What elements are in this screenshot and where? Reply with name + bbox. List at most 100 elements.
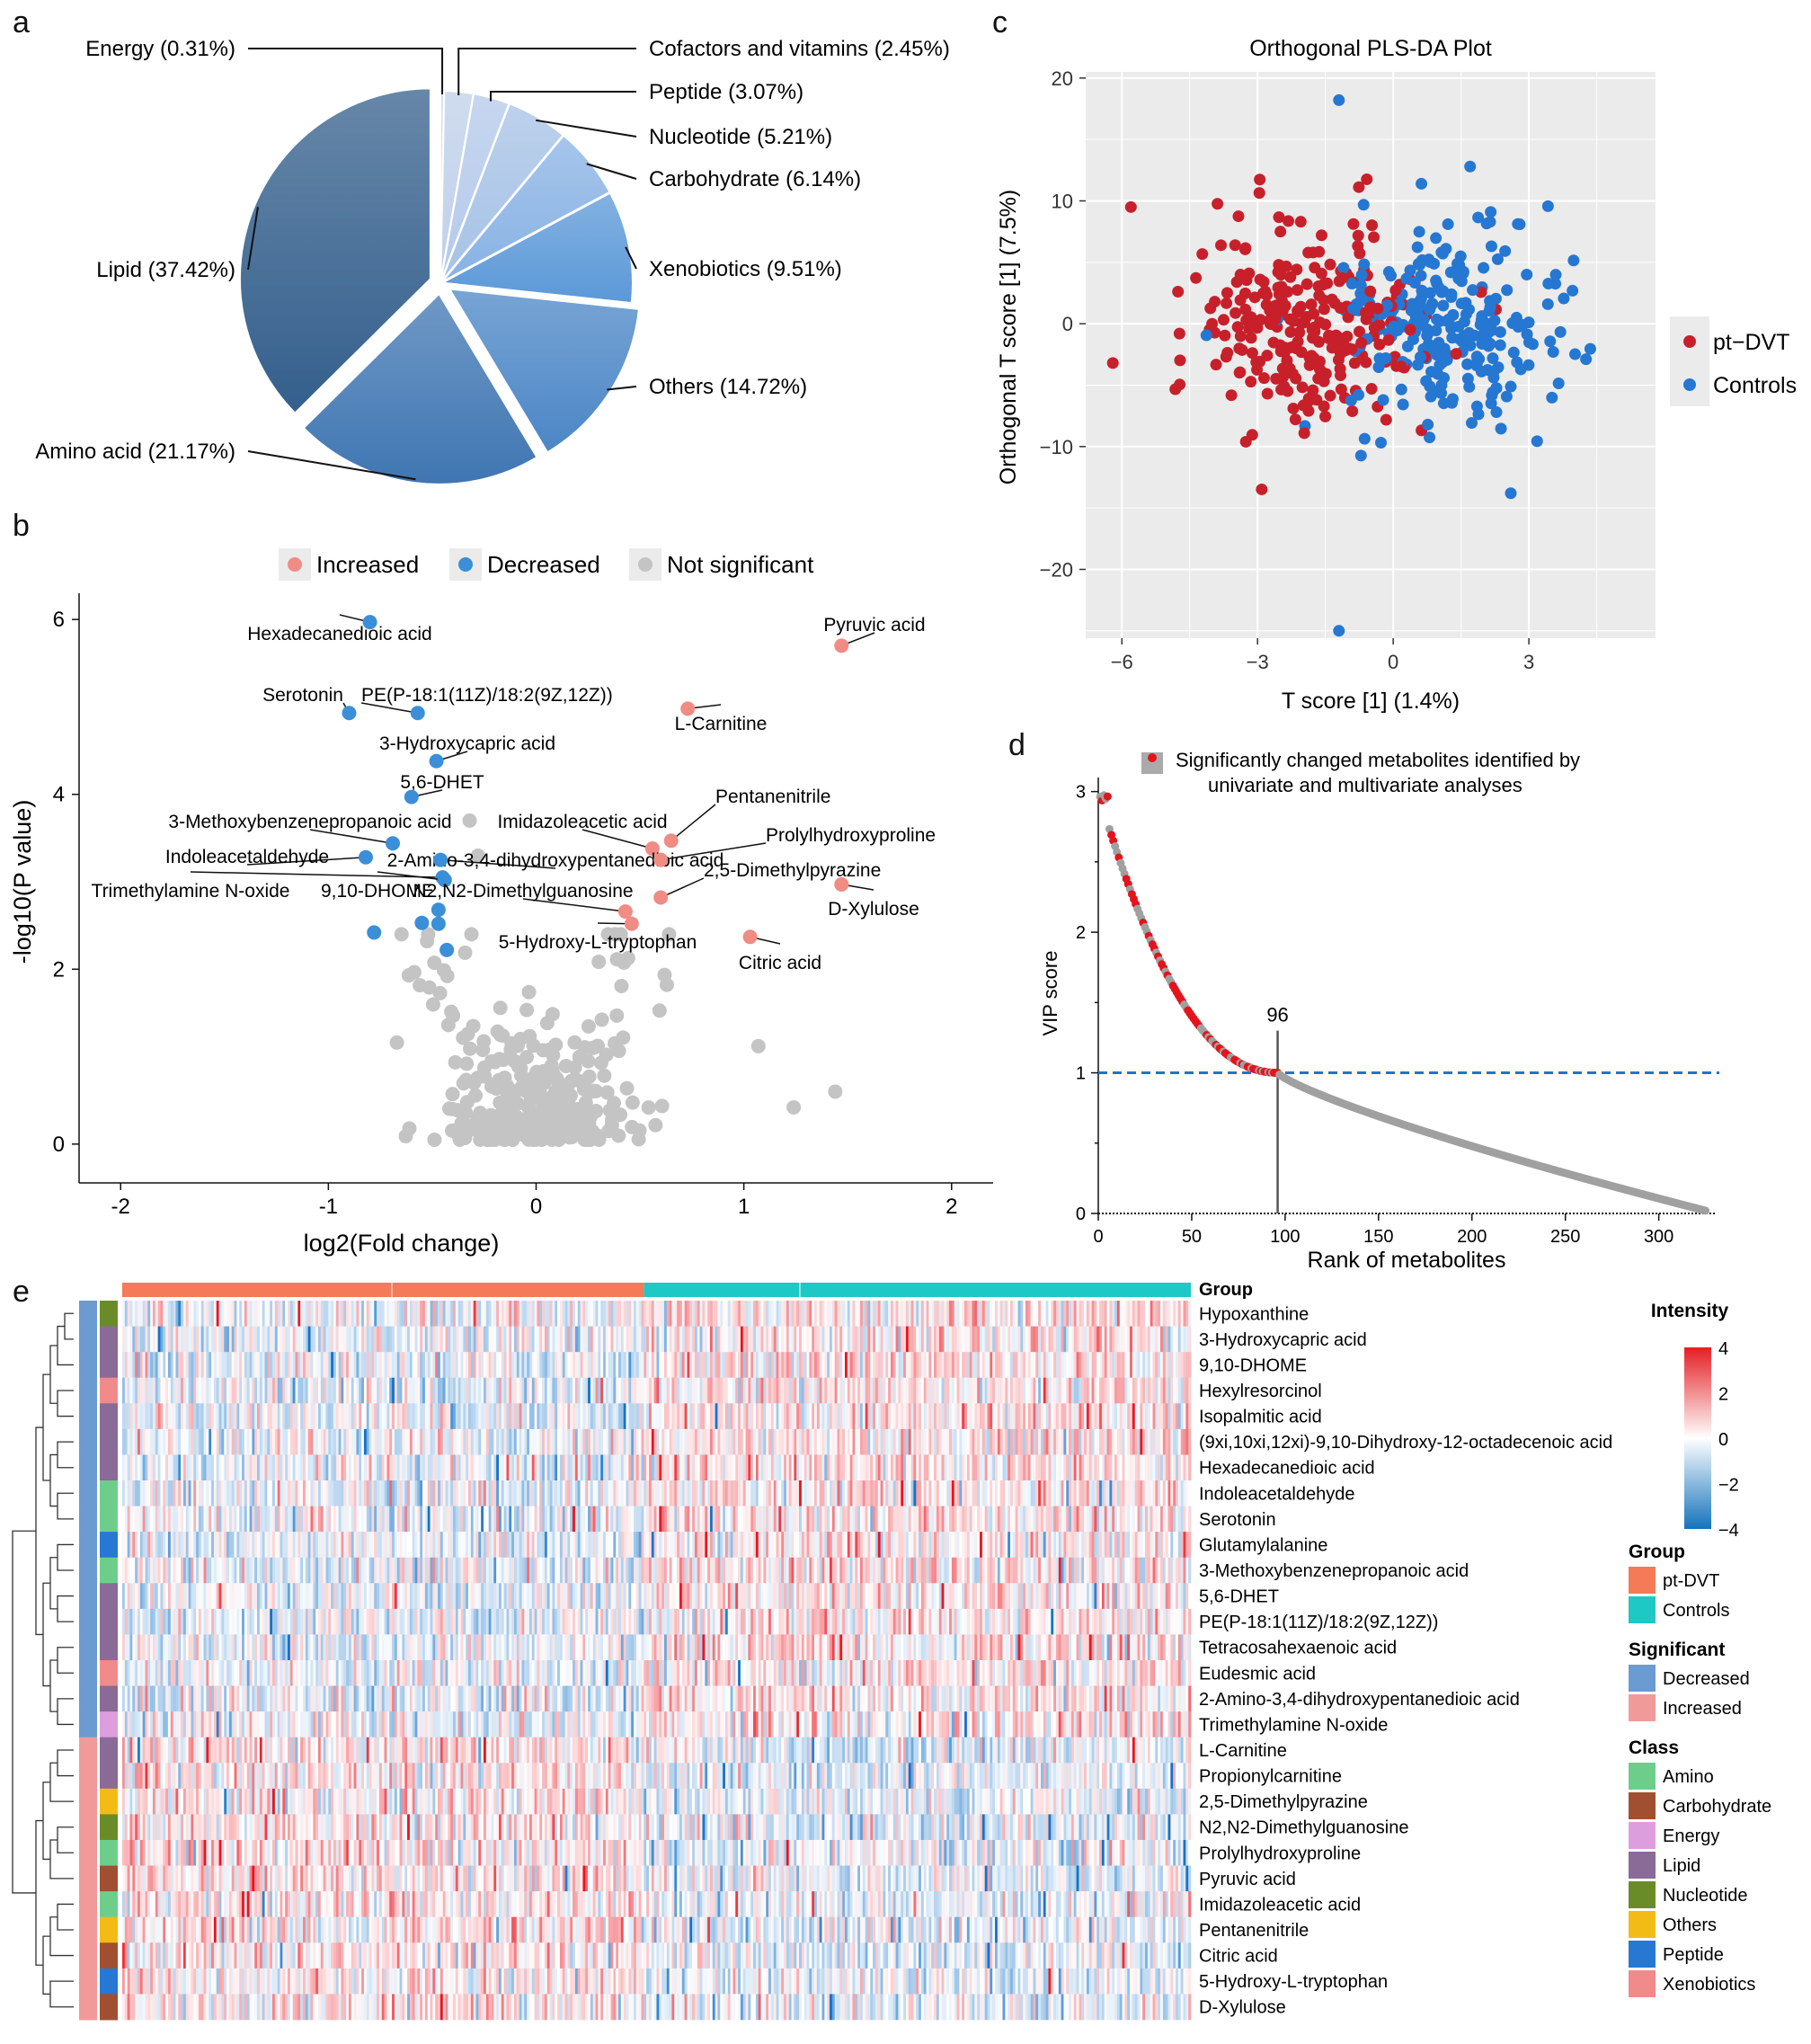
heatmap-cell [821, 1480, 825, 1506]
heatmap-cell [788, 1326, 792, 1353]
heatmap-cell [127, 1377, 130, 1404]
heatmap-cell [1188, 1480, 1192, 1506]
heatmap-cell [618, 1454, 622, 1481]
heatmap-cell [1122, 1403, 1125, 1430]
heatmap-cell [595, 1454, 599, 1481]
heatmap-cell [442, 1480, 446, 1506]
heatmap-cell [859, 1454, 864, 1481]
heatmap-cell [531, 1301, 535, 1327]
heatmap-cell [610, 1454, 614, 1481]
heatmap-cell [646, 1301, 650, 1327]
score-point [1210, 359, 1222, 371]
heatmap-cell [488, 1352, 492, 1379]
heatmap-cell [1170, 1403, 1174, 1430]
heatmap-cell [549, 1403, 553, 1430]
heatmap-cell [745, 1480, 749, 1506]
heatmap-cell [613, 1480, 617, 1506]
heatmap-cell [936, 1454, 940, 1481]
heatmap-cell [1140, 1352, 1143, 1379]
heatmap-cell [981, 1454, 985, 1481]
heatmap-cell [137, 1480, 141, 1506]
heatmap-cell [926, 1454, 929, 1481]
x-tick-label: 150 [1363, 1227, 1393, 1247]
score-point [1445, 322, 1458, 334]
heatmap-cell [209, 1326, 212, 1353]
heatmap-cell [544, 1352, 548, 1379]
heatmap-cell [315, 1403, 319, 1430]
heatmap-cell [936, 1352, 940, 1379]
heatmap-cell [776, 1326, 779, 1353]
heatmap-cell [389, 1428, 393, 1455]
heatmap-cell [399, 1506, 403, 1533]
heatmap-cell [874, 1352, 879, 1379]
heatmap-cell [784, 1480, 787, 1506]
heatmap-cell [1012, 1454, 1016, 1481]
heatmap-cell [590, 1428, 594, 1455]
heatmap-cell [1070, 1377, 1075, 1404]
score-point [1287, 402, 1300, 414]
heatmap-cell [1084, 1480, 1087, 1506]
heatmap-cell [1130, 1326, 1133, 1353]
heatmap-cell [605, 1480, 609, 1506]
heatmap-cell [302, 1428, 306, 1455]
heatmap-cell [152, 1454, 156, 1481]
heatmap-cell [880, 1326, 883, 1353]
heatmap-cell [1147, 1352, 1151, 1379]
heatmap-row [122, 1480, 1192, 1506]
heatmap-cell [157, 1403, 161, 1430]
heatmap-cell [580, 1326, 583, 1353]
heatmap-cell [544, 1403, 548, 1430]
heatmap-cell [773, 1377, 777, 1404]
heatmap-cell [409, 1301, 413, 1327]
heatmap-cell [987, 1377, 990, 1404]
heatmap-cell [1112, 1480, 1115, 1506]
heatmap-cell [552, 1403, 555, 1430]
heatmap-cell [928, 1301, 932, 1327]
pie-leader-line [535, 119, 637, 138]
heatmap-cell [1162, 1377, 1166, 1404]
heatmap-cell [147, 1352, 151, 1379]
heatmap-cell [409, 1428, 413, 1455]
heatmap-cell [588, 1301, 591, 1327]
heatmap-cell [905, 1326, 910, 1353]
heatmap-cell [359, 1506, 362, 1533]
heatmap-cell [1140, 1428, 1143, 1455]
pie-slice-label: Energy (0.31%) [85, 37, 235, 61]
y-axis-label: Orthogonal T score [1] (7.5%) [996, 190, 1021, 484]
heatmap-cell [750, 1352, 754, 1379]
heatmap-cell [165, 1352, 169, 1379]
heatmap-cell [888, 1326, 892, 1353]
heatmap-cell [150, 1352, 154, 1379]
heatmap-cell [628, 1428, 632, 1455]
score-point [1414, 351, 1426, 363]
heatmap-cell [977, 1403, 981, 1430]
heatmap-cell [460, 1377, 464, 1404]
heatmap-cell [1112, 1377, 1115, 1404]
heatmap-cell [702, 1326, 706, 1353]
y-tick-label: 20 [1052, 67, 1073, 90]
heatmap-cell [386, 1454, 390, 1481]
heatmap-cell [990, 1480, 993, 1506]
heatmap-cell [987, 1454, 990, 1481]
heatmap-cell [236, 1454, 240, 1481]
heatmap-cell [651, 1326, 654, 1353]
heatmap-cell [246, 1377, 250, 1404]
heatmap-cell [539, 1352, 543, 1379]
heatmap-cell [977, 1454, 981, 1481]
heatmap-cell [1076, 1428, 1079, 1455]
heatmap-cell [966, 1403, 971, 1430]
heatmap-cell [842, 1480, 846, 1506]
heatmap-cell [995, 1403, 999, 1430]
ns-point [532, 1129, 547, 1144]
panel-letter-c: c [992, 5, 1008, 40]
heatmap-cell [317, 1506, 322, 1533]
heatmap-cell [677, 1480, 680, 1506]
panel-letter-a: a [13, 5, 30, 40]
score-point [1245, 332, 1257, 344]
heatmap-cell [1030, 1480, 1034, 1506]
heatmap-cell [501, 1377, 504, 1404]
heatmap-cell [244, 1454, 248, 1481]
heatmap-cell [972, 1428, 975, 1455]
heatmap-cell [142, 1428, 146, 1455]
heatmap-cell [422, 1428, 426, 1455]
